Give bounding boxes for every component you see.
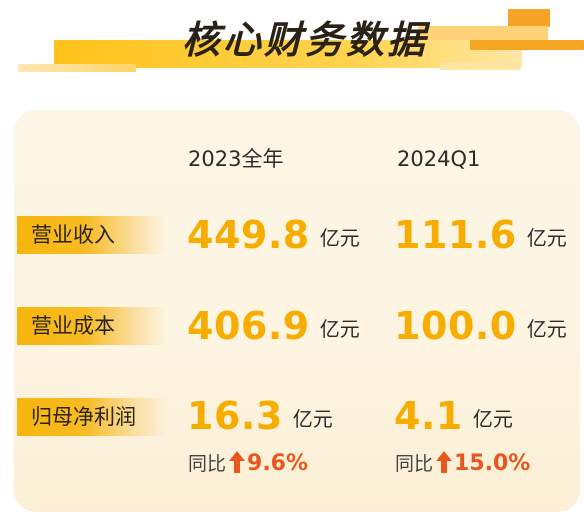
value-number: 4.1 <box>394 394 463 438</box>
column-header-2023: 2023全年 <box>188 147 284 171</box>
decor-stripe <box>418 26 548 42</box>
value-number: 449.8 <box>187 213 310 257</box>
value-net-profit-2024q1: 4.1 亿元 <box>394 391 513 449</box>
page-title: 核心财务数据 <box>181 18 428 62</box>
yoy-net-profit-2024q1: 同比 15.0% <box>395 449 530 479</box>
up-arrow-icon <box>436 450 453 473</box>
row-label-cost: 营业成本 <box>17 307 167 345</box>
decor-stripe <box>470 40 584 50</box>
yoy-label: 同比 <box>188 453 227 475</box>
decor-stripe <box>508 9 550 27</box>
yoy-change: 9.6% <box>247 451 309 476</box>
value-net-profit-2023: 16.3 亿元 <box>187 391 333 449</box>
value-revenue-2024q1: 111.6 亿元 <box>394 210 567 268</box>
value-number: 100.0 <box>394 304 517 348</box>
value-unit: 亿元 <box>319 317 360 341</box>
value-cost-2023: 406.9 亿元 <box>187 301 360 359</box>
value-unit: 亿元 <box>319 226 360 250</box>
row-label-net-profit: 归母净利润 <box>17 398 167 436</box>
value-unit: 亿元 <box>526 317 567 341</box>
value-unit: 亿元 <box>526 226 567 250</box>
yoy-net-profit-2023: 同比 9.6% <box>188 449 308 479</box>
column-header-2024q1: 2024Q1 <box>397 147 481 171</box>
value-unit: 亿元 <box>472 407 513 431</box>
value-revenue-2023: 449.8 亿元 <box>187 210 360 268</box>
decor-stripe <box>18 64 136 72</box>
decor-stripe <box>440 62 520 70</box>
value-number: 406.9 <box>187 304 310 348</box>
title-banner: 核心财务数据 <box>0 0 584 90</box>
row-label-revenue: 营业收入 <box>17 216 167 254</box>
up-arrow-icon <box>229 450 246 473</box>
value-cost-2024q1: 100.0 亿元 <box>394 301 567 359</box>
value-number: 111.6 <box>394 213 517 257</box>
yoy-label: 同比 <box>395 453 434 475</box>
value-number: 16.3 <box>187 394 283 438</box>
yoy-change: 15.0% <box>454 451 531 476</box>
value-unit: 亿元 <box>292 407 333 431</box>
